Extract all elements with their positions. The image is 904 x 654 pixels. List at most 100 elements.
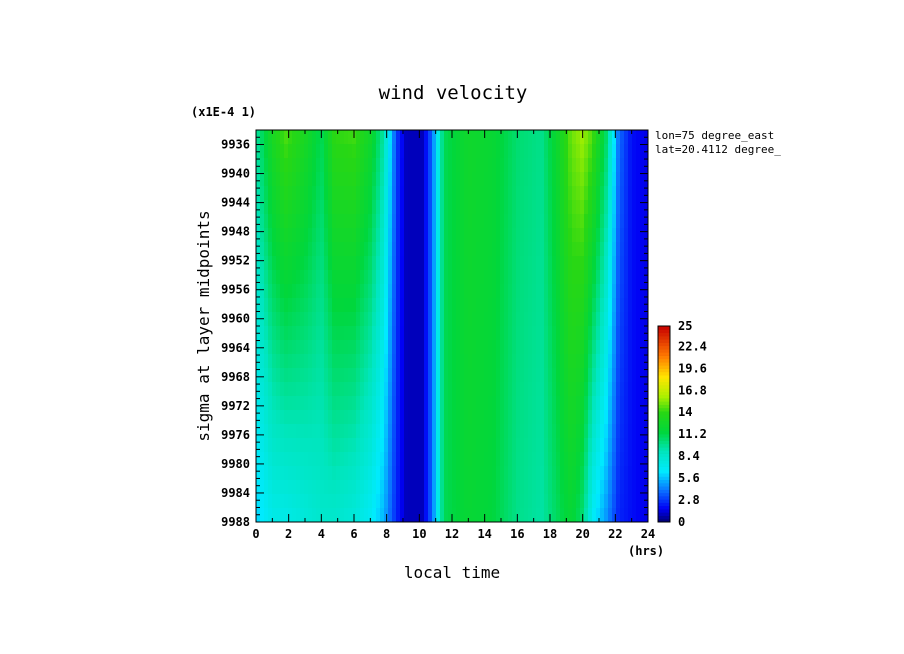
heatmap-cell — [272, 130, 277, 145]
heatmap-cell — [624, 466, 629, 481]
heatmap-cell — [432, 326, 437, 341]
heatmap-cell — [416, 298, 421, 313]
heatmap-cell — [384, 368, 389, 383]
heatmap-cell — [464, 228, 469, 243]
heatmap-cell — [476, 214, 481, 229]
heatmap-cell — [280, 298, 285, 313]
heatmap-cell — [260, 410, 265, 425]
heatmap-cell — [588, 186, 593, 201]
heatmap-cell — [560, 438, 565, 453]
heatmap-cell — [368, 480, 373, 495]
heatmap-cell — [472, 158, 477, 173]
heatmap-cell — [300, 410, 305, 425]
heatmap-cell — [260, 298, 265, 313]
heatmap-cell — [408, 200, 413, 215]
heatmap-cell — [344, 452, 349, 467]
heatmap-cell — [348, 172, 353, 187]
heatmap-cell — [288, 382, 293, 397]
heatmap-cell — [256, 186, 261, 201]
heatmap-cell — [608, 424, 613, 439]
heatmap-cell — [636, 214, 641, 229]
heatmap-cell — [328, 312, 333, 327]
heatmap-cell — [512, 284, 517, 299]
heatmap-cell — [440, 158, 445, 173]
heatmap-cell — [372, 438, 377, 453]
heatmap-cell — [396, 396, 401, 411]
heatmap-cell — [500, 354, 505, 369]
heatmap-cell — [472, 466, 477, 481]
heatmap-cell — [636, 284, 641, 299]
heatmap-cell — [344, 368, 349, 383]
heatmap-cell — [316, 200, 321, 215]
heatmap-cell — [348, 270, 353, 285]
heatmap-cell — [404, 270, 409, 285]
heatmap-cell — [424, 438, 429, 453]
heatmap-cell — [544, 298, 549, 313]
heatmap-cell — [440, 312, 445, 327]
heatmap-cell — [592, 368, 597, 383]
heatmap-cell — [468, 396, 473, 411]
heatmap-cell — [512, 200, 517, 215]
heatmap-cell — [448, 312, 453, 327]
heatmap-cell — [540, 284, 545, 299]
heatmap-cell — [320, 284, 325, 299]
heatmap-cell — [264, 228, 269, 243]
heatmap-cell — [552, 172, 557, 187]
heatmap-cell — [404, 172, 409, 187]
heatmap-cell — [360, 228, 365, 243]
heatmap-cell — [280, 256, 285, 271]
heatmap-cell — [628, 424, 633, 439]
heatmap-cell — [260, 242, 265, 257]
heatmap-cell — [324, 494, 329, 509]
colorbar-segment — [658, 499, 670, 503]
heatmap-cell — [640, 242, 645, 257]
heatmap-cell — [304, 200, 309, 215]
heatmap-cell — [528, 438, 533, 453]
heatmap-cell — [384, 298, 389, 313]
heatmap-cell — [460, 480, 465, 495]
heatmap-cell — [356, 396, 361, 411]
heatmap-cell — [508, 438, 513, 453]
heatmap-cell — [344, 326, 349, 341]
heatmap-cell — [292, 424, 297, 439]
heatmap-cell — [260, 452, 265, 467]
colorbar-segment — [658, 420, 670, 425]
heatmap-cell — [400, 144, 405, 159]
heatmap-cell — [544, 368, 549, 383]
heatmap-cell — [380, 396, 385, 411]
heatmap-cell — [364, 508, 369, 522]
heatmap-cell — [260, 312, 265, 327]
heatmap-cell — [580, 200, 585, 215]
heatmap-cell — [268, 494, 273, 509]
heatmap-cell — [360, 158, 365, 173]
heatmap-cell — [500, 186, 505, 201]
heatmap-cell — [412, 144, 417, 159]
heatmap-cell — [332, 382, 337, 397]
heatmap-cell — [340, 270, 345, 285]
heatmap-cell — [332, 144, 337, 159]
heatmap-cell — [544, 312, 549, 327]
heatmap-cell — [268, 214, 273, 229]
heatmap-cell — [544, 480, 549, 495]
heatmap-cell — [604, 270, 609, 285]
heatmap-cell — [612, 424, 617, 439]
heatmap-cell — [444, 298, 449, 313]
heatmap-cell — [504, 186, 509, 201]
heatmap-cell — [388, 172, 393, 187]
heatmap-cell — [616, 424, 621, 439]
heatmap-cell — [316, 494, 321, 509]
heatmap-cell — [352, 438, 357, 453]
heatmap-cell — [372, 172, 377, 187]
heatmap-cell — [520, 382, 525, 397]
heatmap-cell — [352, 200, 357, 215]
heatmap-cell — [556, 200, 561, 215]
colorbar-segment — [658, 424, 670, 428]
heatmap-cell — [508, 228, 513, 243]
heatmap-cell — [592, 466, 597, 481]
heatmap-cell — [408, 270, 413, 285]
heatmap-cell — [368, 340, 373, 355]
heatmap-cell — [344, 354, 349, 369]
heatmap-cell — [620, 228, 625, 243]
heatmap-cell — [600, 130, 605, 145]
heatmap-cell — [468, 312, 473, 327]
